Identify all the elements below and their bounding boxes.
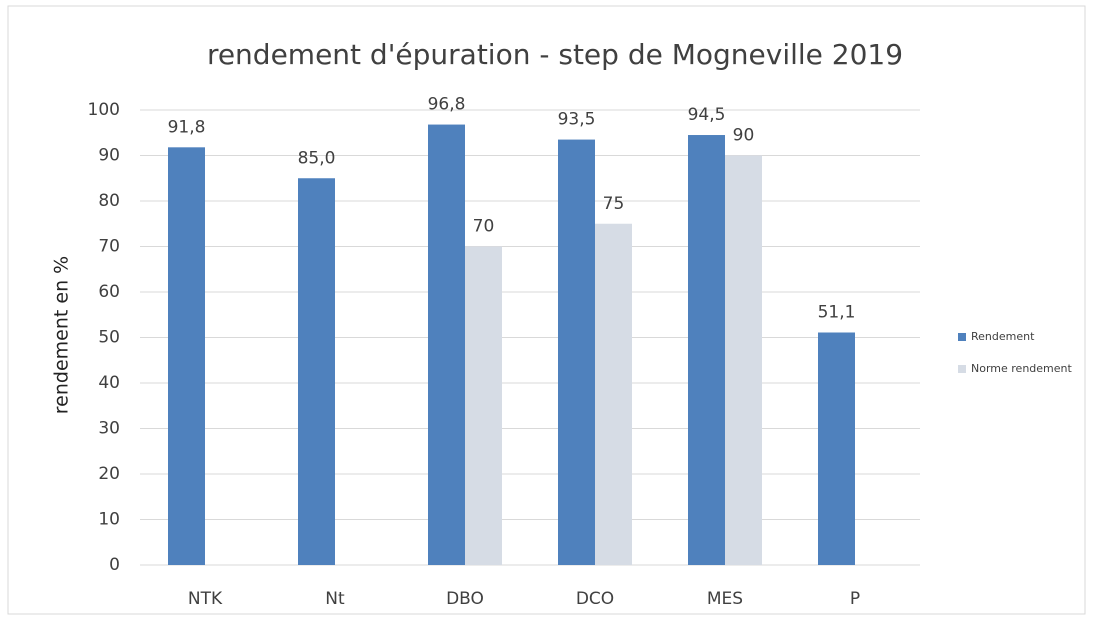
bar (465, 246, 502, 565)
data-label: 85,0 (298, 148, 336, 168)
x-tick-label: NTK (188, 589, 223, 609)
y-tick-label: 10 (98, 510, 120, 530)
chart-title: rendement d'épuration - step de Mognevil… (207, 38, 903, 71)
legend-swatch (958, 365, 966, 373)
y-tick-label: 40 (98, 373, 120, 393)
legend-label: Norme rendement (971, 362, 1072, 375)
y-tick-label: 20 (98, 464, 120, 484)
data-label: 75 (603, 194, 625, 214)
x-tick-label: DCO (576, 589, 614, 609)
bar (725, 155, 762, 565)
y-tick-label: 100 (88, 100, 120, 120)
y-tick-label: 70 (98, 237, 120, 257)
x-tick-label: DBO (446, 589, 484, 609)
x-tick-label: P (850, 589, 860, 609)
bar (428, 124, 465, 565)
bar (168, 147, 205, 565)
data-label: 51,1 (818, 302, 856, 322)
y-tick-label: 30 (98, 419, 120, 439)
bar (558, 139, 595, 565)
bar (595, 223, 632, 565)
legend-swatch (958, 333, 966, 341)
y-tick-label: 50 (98, 328, 120, 348)
y-tick-label: 0 (109, 555, 120, 575)
data-label: 96,8 (428, 95, 466, 115)
bar (818, 332, 855, 565)
bar (688, 135, 725, 565)
data-label: 70 (473, 217, 495, 237)
legend-label: Rendement (971, 330, 1035, 343)
y-tick-label: 80 (98, 191, 120, 211)
data-label: 94,5 (688, 105, 726, 125)
y-tick-label: 90 (98, 146, 120, 166)
data-label: 91,8 (168, 117, 206, 137)
data-label: 90 (733, 126, 755, 146)
x-tick-label: MES (707, 589, 743, 609)
x-tick-label: Nt (325, 589, 345, 609)
y-axis-label: rendement en % (51, 256, 73, 414)
y-tick-label: 60 (98, 282, 120, 302)
bar (298, 178, 335, 565)
data-label: 93,5 (558, 110, 596, 130)
